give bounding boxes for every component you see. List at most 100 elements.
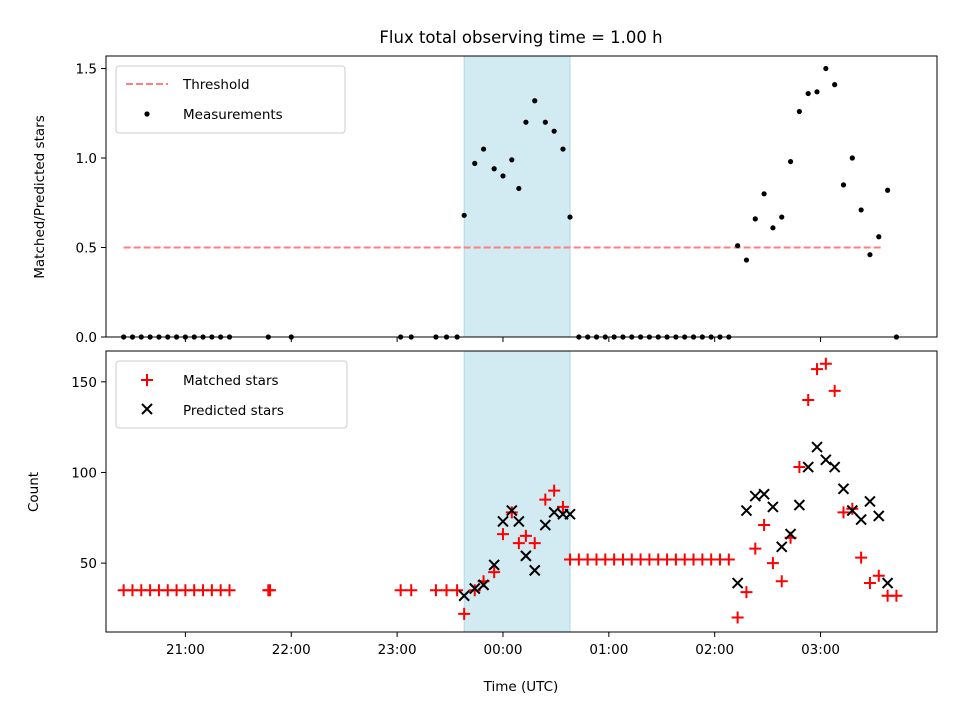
- top-point: [560, 146, 566, 152]
- top-point: [743, 257, 750, 263]
- legend-measurements-label: Measurements: [183, 107, 283, 123]
- bottom-predicted-point: [776, 541, 788, 553]
- bottom-x-tick-label: 03:00: [801, 642, 840, 658]
- top-point: [884, 187, 891, 193]
- bottom-matched-point: [749, 542, 762, 555]
- top-point: [542, 119, 548, 125]
- bottom-matched-point: [766, 557, 779, 570]
- legend-threshold-label: Threshold: [182, 77, 250, 93]
- bottom-predicted-point: [855, 513, 867, 526]
- top-point: [500, 173, 506, 179]
- bottom-matched-point: [758, 519, 771, 532]
- bottom-predicted-point: [784, 528, 797, 540]
- bottom-matched-point: [855, 551, 868, 564]
- top-point: [509, 157, 515, 163]
- top-point: [867, 252, 873, 258]
- bottom-matched-point: [488, 566, 501, 579]
- bottom-matched-point: [731, 611, 744, 624]
- bottom-predicted-point: [837, 483, 850, 495]
- bottom-matched-point: [740, 586, 753, 599]
- bottom-x-tick-label: 01:00: [589, 642, 628, 658]
- top-point: [523, 119, 529, 125]
- bottom-matched-point: [819, 357, 832, 370]
- bottom-matched-point: [405, 584, 418, 597]
- top-point: [823, 65, 829, 72]
- bottom-matched-point: [846, 502, 859, 515]
- top-point: [461, 212, 467, 218]
- top-legend-box: [115, 65, 346, 134]
- top-point: [832, 82, 838, 88]
- bottom-predicted-point: [749, 490, 761, 502]
- top-point: [480, 146, 487, 152]
- bottom-predicted-point: [811, 441, 823, 453]
- bottom-matched-point: [837, 506, 850, 519]
- x-axis-label: Time (UTC): [483, 679, 559, 695]
- top-point: [735, 243, 741, 249]
- bottom-matched-point: [440, 584, 453, 597]
- bottom-x-tick-label: 02:00: [695, 642, 734, 658]
- bottom-matched-point: [556, 500, 569, 513]
- bottom-matched-point: [512, 537, 525, 550]
- bottom-matched-point: [528, 537, 541, 550]
- bottom-predicted-point: [506, 504, 518, 517]
- chart-title: Flux total observing time = 1.00 h: [379, 28, 662, 47]
- bottom-predicted-point: [477, 579, 490, 591]
- bottom-predicted-point: [846, 504, 859, 517]
- bottom-x-tick-label: 00:00: [484, 642, 523, 658]
- bottom-matched-point: [811, 363, 824, 376]
- bottom-predicted-point: [497, 515, 509, 528]
- bottom-predicted-point: [731, 577, 744, 589]
- bottom-x-tick-label: 23:00: [378, 642, 417, 658]
- bottom-predicted-point: [881, 577, 894, 589]
- bottom-matched-point: [863, 577, 876, 590]
- bottom-matched-point: [264, 584, 277, 597]
- bottom-predicted-point: [539, 519, 552, 531]
- bottom-matched-point: [775, 575, 788, 588]
- top-y-tick-label: 1.5: [76, 62, 97, 78]
- bottom-predicted-point: [758, 488, 770, 500]
- bottom-predicted-point: [820, 454, 832, 466]
- top-y-tick-label: 0.0: [76, 330, 97, 346]
- bottom-matched-point: [468, 584, 481, 597]
- bottom-predicted-point: [458, 590, 470, 602]
- top-y-tick-label: 0.5: [76, 241, 97, 257]
- bottom-matched-point: [828, 384, 841, 397]
- top-legend: Threshold Measurements: [115, 65, 346, 134]
- bottom-legend: Matched stars Predicted stars: [115, 360, 348, 429]
- bottom-predicted-point: [513, 515, 525, 528]
- top-point: [752, 216, 758, 222]
- bottom-matched-point: [519, 529, 532, 542]
- bottom-predicted-point: [740, 504, 753, 517]
- bottom-x-tick-label: 22:00: [272, 642, 311, 658]
- bottom-y-tick-label: 50: [80, 556, 97, 572]
- bottom-predicted-point: [873, 510, 885, 522]
- top-point: [779, 214, 785, 220]
- bottom-predicted-point: [802, 461, 814, 473]
- bottom-y-axis-label: Count: [26, 472, 42, 512]
- top-point: [840, 182, 847, 188]
- bottom-predicted-point: [767, 501, 779, 513]
- top-point: [551, 128, 557, 134]
- bottom-matched-point: [890, 589, 903, 602]
- legend-predicted-label: Predicted stars: [183, 403, 284, 419]
- bottom-matched-point: [496, 528, 509, 541]
- bottom-predicted-point: [793, 499, 806, 511]
- top-y-axis-label: Matched/Predicted stars: [32, 115, 48, 278]
- legend-predicted-swatch: [141, 403, 153, 415]
- bottom-frame: [105, 350, 938, 633]
- top-point: [858, 207, 864, 213]
- top-point: [805, 90, 811, 97]
- bottom-predicted-point: [520, 550, 532, 562]
- top-point: [516, 185, 522, 192]
- top-point: [876, 234, 882, 240]
- bottom-x-tick-label: 21:00: [166, 642, 205, 658]
- bottom-legend-box: [115, 360, 348, 429]
- bottom-predicted-point: [488, 559, 500, 571]
- bottom-matched-point: [802, 393, 815, 406]
- top-point: [849, 155, 855, 161]
- top-highlight-span: [463, 55, 571, 338]
- top-point: [532, 98, 538, 104]
- top-axes: 0.0 0.5 1.0 1.5: [76, 55, 938, 346]
- legend-matched-swatch: [141, 374, 153, 386]
